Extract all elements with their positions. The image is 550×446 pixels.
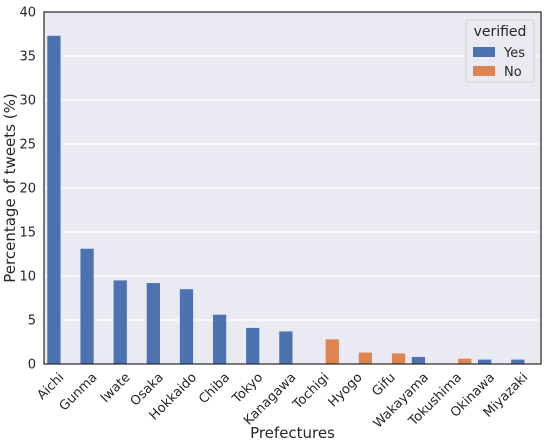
y-tick-label: 25 [19, 138, 36, 153]
bar-chiba-yes [212, 314, 227, 364]
bars [47, 35, 525, 364]
bar-tochigi-no [325, 339, 339, 364]
legend: verified Yes No [465, 19, 535, 83]
y-tick-label: 35 [19, 50, 36, 65]
bar-miyazaki-yes [511, 359, 525, 364]
y-axis-label: Percentage of tweets (%) [1, 93, 19, 282]
x-tick-label: Gifu [369, 370, 398, 399]
y-axis-ticks: 0 5 10 15 20 25 30 35 40 [19, 6, 36, 373]
y-tick-label: 40 [19, 6, 36, 21]
bar-tokyo-yes [246, 327, 260, 364]
x-axis-label: Prefectures [250, 424, 335, 442]
bar-hyogo-no [358, 352, 373, 364]
bar-osaka-yes [146, 283, 160, 364]
legend-label-no: No [504, 65, 522, 80]
legend-label-yes: Yes [503, 46, 525, 61]
bar-kanagawa-yes [279, 331, 293, 364]
bar-aichi-yes [47, 35, 61, 364]
plot-frame [43, 11, 542, 365]
legend-swatch-yes [473, 47, 495, 57]
legend-title: verified [474, 24, 527, 40]
bar-okinawa-yes [478, 359, 492, 364]
legend-swatch-no [473, 66, 495, 76]
y-tick-label: 10 [19, 270, 36, 285]
bar-gunma-yes [80, 248, 94, 364]
y-tick-label: 15 [19, 226, 36, 241]
bar-tokushima-no [458, 358, 472, 364]
bar-hokkaido-yes [179, 289, 194, 364]
y-tick-label: 20 [19, 182, 36, 197]
bar-iwate-yes [113, 280, 127, 364]
bar-gifu-no [391, 353, 406, 364]
bar-wakayama-yes [411, 356, 426, 364]
x-tick-label: Chiba [196, 370, 233, 407]
x-axis-ticks: AichiGunmaIwateOsakaHokkaidoChibaTokyoKa… [35, 370, 532, 431]
x-tick-label: Tochigi [290, 370, 333, 413]
y-tick-label: 5 [28, 314, 36, 329]
x-tick-label: Hyogo [326, 370, 366, 410]
y-tick-label: 0 [28, 358, 36, 373]
y-tick-label: 30 [19, 94, 36, 109]
